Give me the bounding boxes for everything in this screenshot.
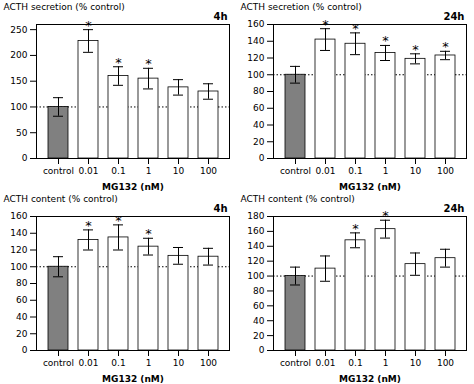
svg-text:40: 40 — [253, 120, 265, 130]
svg-text:20: 20 — [253, 330, 265, 340]
svg-text:0.01: 0.01 — [78, 358, 98, 368]
svg-text:200: 200 — [10, 50, 27, 60]
svg-text:1: 1 — [146, 358, 152, 368]
svg-text:140: 140 — [10, 228, 27, 238]
svg-text:80: 80 — [16, 278, 28, 288]
svg-text:0.1: 0.1 — [111, 166, 125, 176]
svg-text:*: * — [382, 208, 389, 223]
svg-text:120: 120 — [247, 256, 264, 266]
svg-text:0.1: 0.1 — [111, 358, 125, 368]
svg-text:*: * — [442, 39, 449, 54]
svg-text:160: 160 — [247, 19, 264, 29]
svg-text:10: 10 — [410, 358, 422, 368]
svg-text:100: 100 — [437, 358, 454, 368]
svg-text:0.1: 0.1 — [348, 358, 362, 368]
svg-text:ACTH secretion (% control): ACTH secretion (% control) — [241, 2, 362, 12]
svg-text:MG132 (nM): MG132 (nM) — [339, 182, 401, 192]
svg-text:60: 60 — [253, 103, 265, 113]
svg-text:100: 100 — [437, 166, 454, 176]
svg-text:100: 100 — [247, 70, 264, 80]
svg-text:160: 160 — [10, 211, 27, 221]
svg-text:10: 10 — [410, 166, 422, 176]
svg-text:100: 100 — [200, 358, 217, 368]
svg-text:160: 160 — [247, 226, 264, 236]
svg-text:*: * — [352, 221, 359, 236]
svg-text:140: 140 — [247, 241, 264, 251]
svg-text:120: 120 — [10, 245, 27, 255]
svg-text:20: 20 — [253, 137, 265, 147]
svg-text:control: control — [43, 166, 74, 176]
svg-text:MG132 (nM): MG132 (nM) — [102, 182, 164, 192]
svg-text:MG132 (nM): MG132 (nM) — [102, 374, 164, 384]
svg-text:control: control — [280, 358, 311, 368]
svg-text:80: 80 — [253, 286, 265, 296]
svg-text:1: 1 — [383, 358, 389, 368]
svg-text:MG132 (nM): MG132 (nM) — [339, 374, 401, 384]
svg-text:0.01: 0.01 — [78, 166, 98, 176]
svg-text:4h: 4h — [213, 11, 227, 22]
svg-text:10: 10 — [173, 358, 185, 368]
svg-text:*: * — [412, 42, 419, 57]
svg-text:0: 0 — [259, 153, 265, 163]
svg-text:0: 0 — [259, 345, 265, 355]
svg-text:250: 250 — [10, 25, 27, 35]
svg-text:*: * — [352, 21, 359, 36]
svg-text:0.01: 0.01 — [315, 166, 335, 176]
svg-text:180: 180 — [247, 211, 264, 221]
svg-text:ACTH content (% control): ACTH content (% control) — [241, 194, 355, 204]
svg-text:0: 0 — [22, 153, 28, 163]
svg-text:*: * — [145, 56, 152, 71]
svg-text:1: 1 — [146, 166, 152, 176]
svg-text:control: control — [280, 166, 311, 176]
svg-text:140: 140 — [247, 36, 264, 46]
svg-text:24h: 24h — [443, 203, 464, 214]
svg-text:ACTH secretion (% control): ACTH secretion (% control) — [4, 2, 125, 12]
svg-text:*: * — [115, 213, 122, 228]
svg-text:60: 60 — [253, 301, 265, 311]
svg-text:10: 10 — [173, 166, 185, 176]
svg-text:control: control — [43, 358, 74, 368]
svg-text:100: 100 — [10, 102, 27, 112]
svg-text:24h: 24h — [443, 11, 464, 22]
svg-text:40: 40 — [16, 312, 28, 322]
svg-text:ACTH content (% control): ACTH content (% control) — [4, 194, 118, 204]
svg-text:150: 150 — [10, 76, 27, 86]
svg-text:0.01: 0.01 — [315, 358, 335, 368]
svg-text:40: 40 — [253, 316, 265, 326]
svg-text:*: * — [85, 218, 92, 233]
svg-text:4h: 4h — [213, 203, 227, 214]
svg-text:0: 0 — [22, 345, 28, 355]
svg-text:0.1: 0.1 — [348, 166, 362, 176]
svg-text:80: 80 — [253, 86, 265, 96]
svg-text:120: 120 — [247, 53, 264, 63]
svg-text:*: * — [145, 226, 152, 241]
svg-text:1: 1 — [383, 166, 389, 176]
svg-text:50: 50 — [16, 128, 28, 138]
svg-text:*: * — [382, 33, 389, 48]
svg-text:*: * — [85, 18, 92, 33]
svg-text:100: 100 — [247, 271, 264, 281]
svg-text:60: 60 — [16, 295, 28, 305]
svg-text:20: 20 — [16, 329, 28, 339]
svg-text:100: 100 — [200, 166, 217, 176]
svg-text:*: * — [115, 55, 122, 70]
svg-text:100: 100 — [10, 262, 27, 272]
